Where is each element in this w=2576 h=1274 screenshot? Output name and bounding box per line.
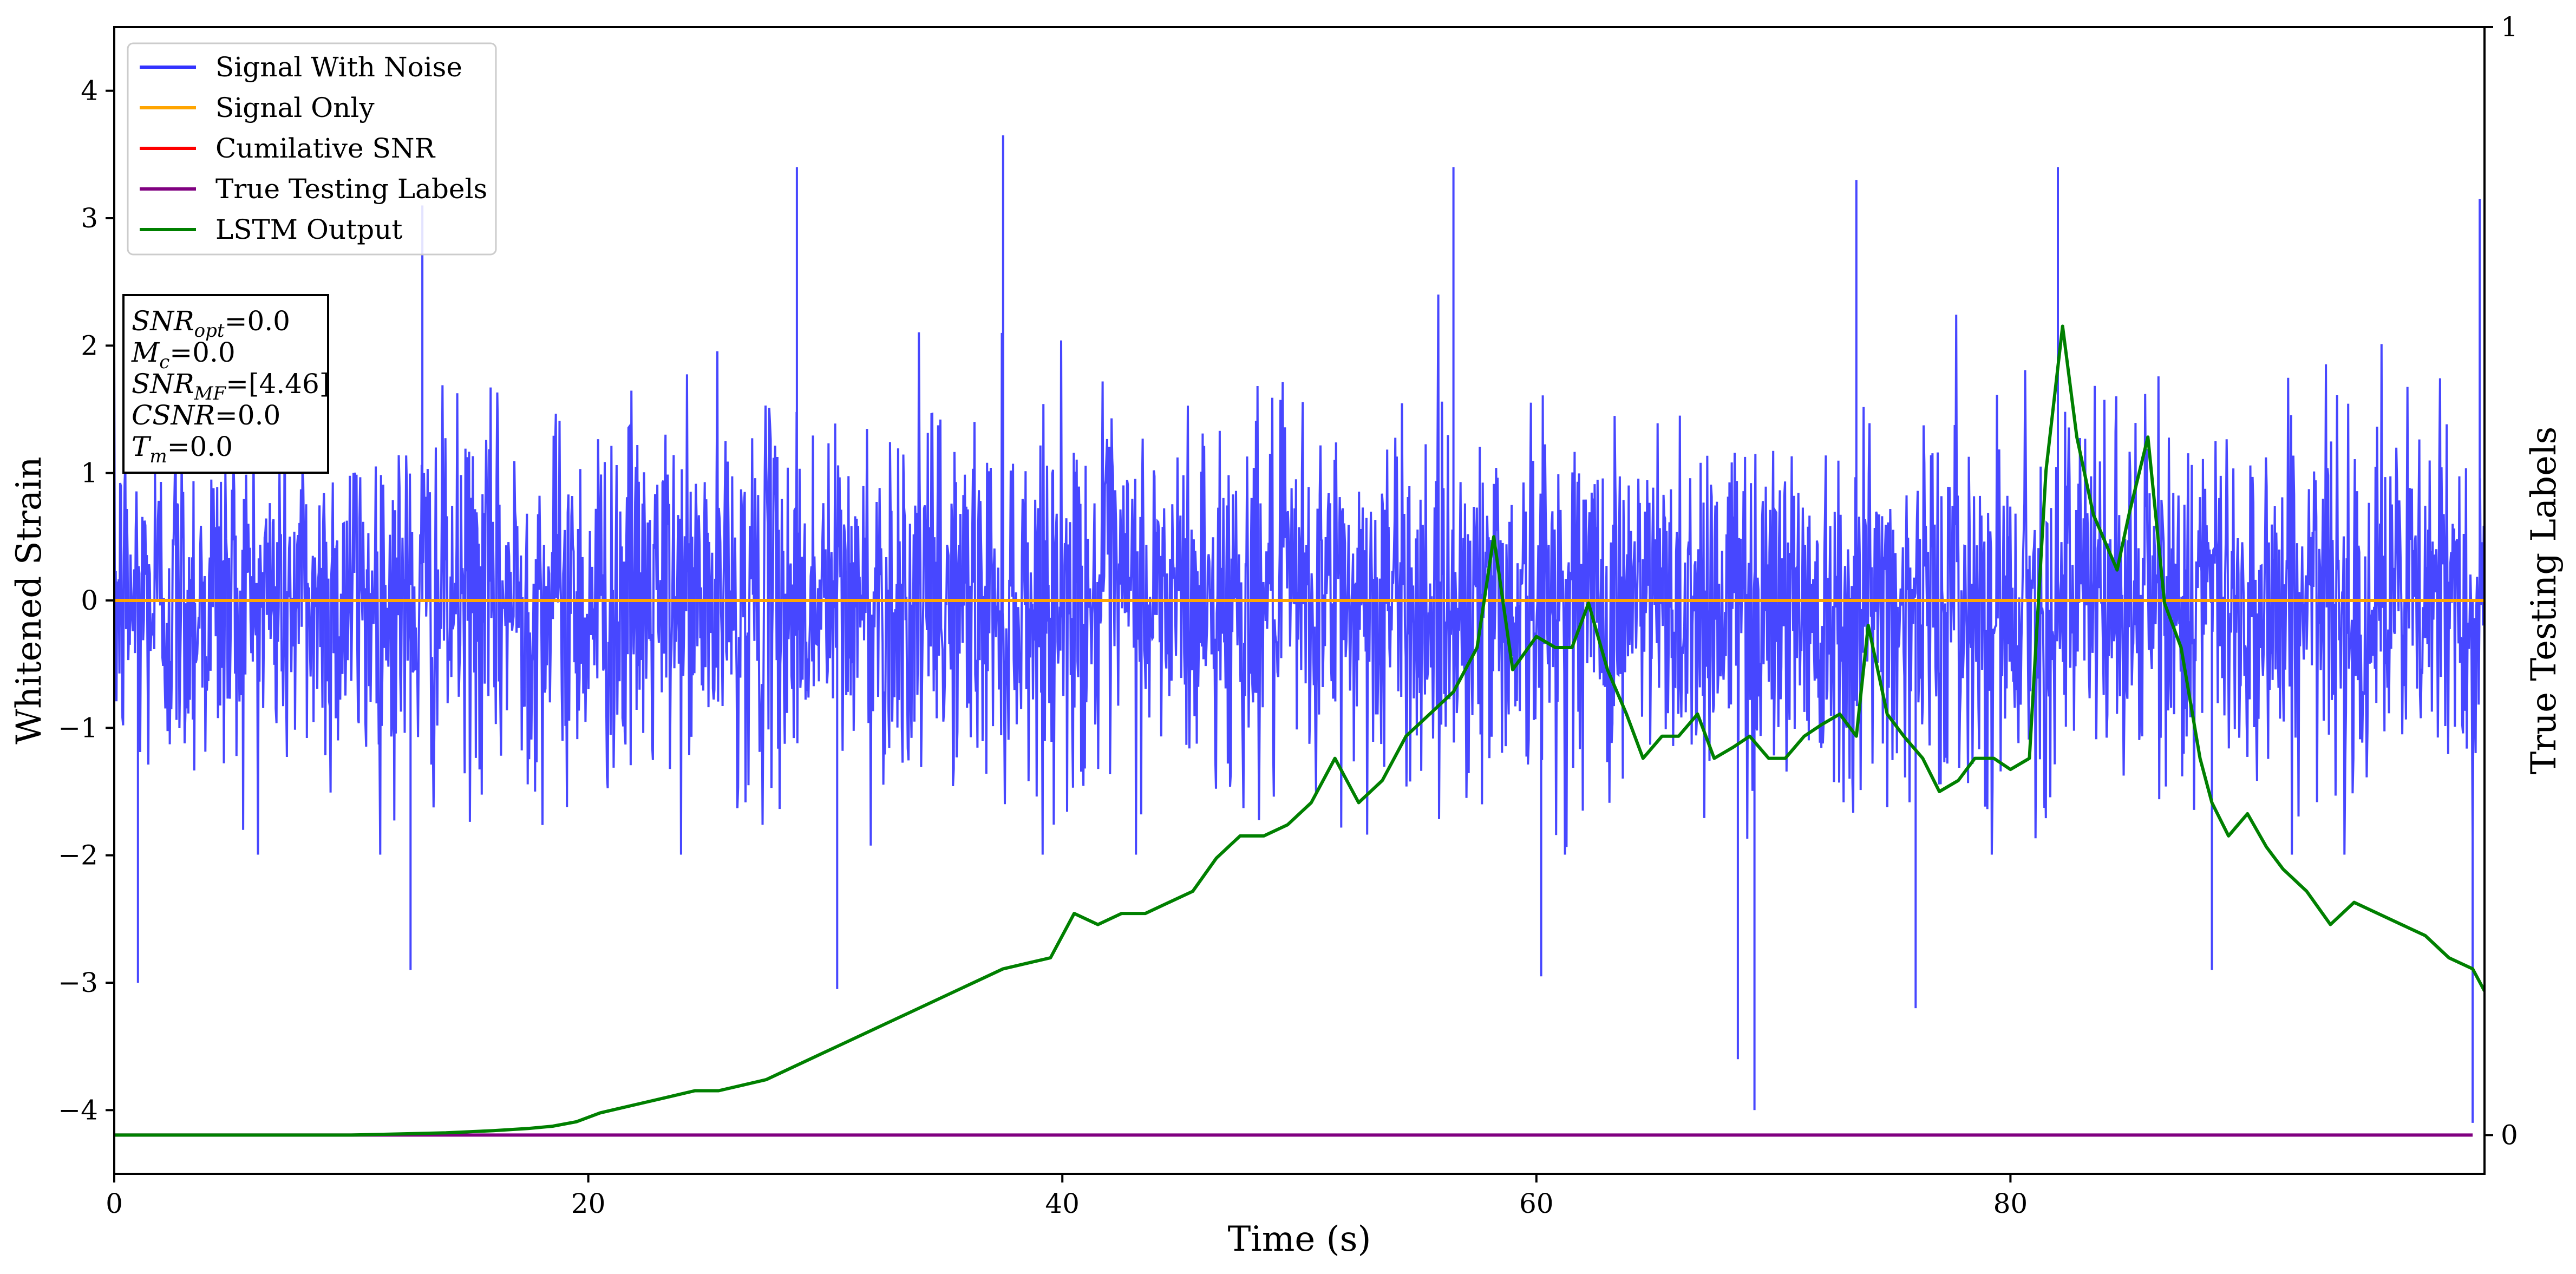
- signal-with-noise-series: [114, 135, 2485, 1123]
- annotation-line: SNRopt=0.0: [132, 305, 290, 342]
- y-tick-label: 4: [81, 75, 98, 107]
- x-tick-label: 0: [106, 1188, 123, 1219]
- y-tick-label: 1: [81, 458, 98, 489]
- parameter-annotation-box: SNRopt=0.0Mc=0.0SNRMF=[4.46]CSNR=0.0Tm=0…: [122, 294, 330, 474]
- y-tick-label: 2: [81, 330, 98, 361]
- legend-entry: Signal With Noise: [215, 51, 462, 83]
- legend-entry: LSTM Output: [215, 214, 402, 245]
- y-tick-label: 3: [81, 202, 98, 234]
- annotation-frame: [122, 294, 329, 474]
- signal-with-noise-line: [114, 135, 2485, 1123]
- legend-entry: Signal Only: [215, 92, 375, 123]
- y2-axis-ticks: 10: [2485, 11, 2518, 1151]
- annotation-line: CSNR=0.0: [132, 400, 280, 431]
- y-tick-label: −2: [58, 840, 98, 871]
- line-series-group: [114, 324, 2485, 1137]
- legend-entry: True Testing Labels: [215, 173, 487, 205]
- y-tick-label: −1: [58, 712, 98, 743]
- annotation-line: SNRMF=[4.46]: [132, 368, 330, 404]
- legend-frame: [127, 42, 497, 256]
- y2-axis-label: True Testing Labels: [2524, 427, 2564, 775]
- y2-tick-label: 1: [2501, 11, 2518, 43]
- annotation-line: Mc=0.0: [131, 337, 236, 373]
- y-axis-label: Whitened Strain: [9, 456, 49, 744]
- x-tick-label: 40: [1045, 1188, 1080, 1219]
- x-axis-label: Time (s): [1228, 1219, 1371, 1259]
- y-tick-label: −3: [58, 967, 98, 998]
- annotation-line: Tm=0.0: [132, 431, 233, 467]
- y-axis-ticks: 4 3 2 1 0 −1 −2 −3 −4: [58, 75, 114, 1126]
- legend: Signal With Noise Signal Only Cumilative S…: [127, 42, 497, 256]
- legend-entry: Cumilative SNR: [215, 133, 435, 164]
- x-tick-label: 20: [571, 1188, 606, 1219]
- x-tick-label: 60: [1519, 1188, 1554, 1219]
- y-tick-label: −4: [58, 1094, 98, 1126]
- plot-area: [114, 135, 2485, 1137]
- y2-tick-label: 0: [2501, 1119, 2518, 1151]
- x-tick-label: 80: [1993, 1188, 2028, 1219]
- x-axis-ticks: 0 20 40 60 80: [106, 1174, 2028, 1219]
- lstm-output-line: [114, 324, 2485, 1137]
- y-tick-label: 0: [81, 585, 98, 616]
